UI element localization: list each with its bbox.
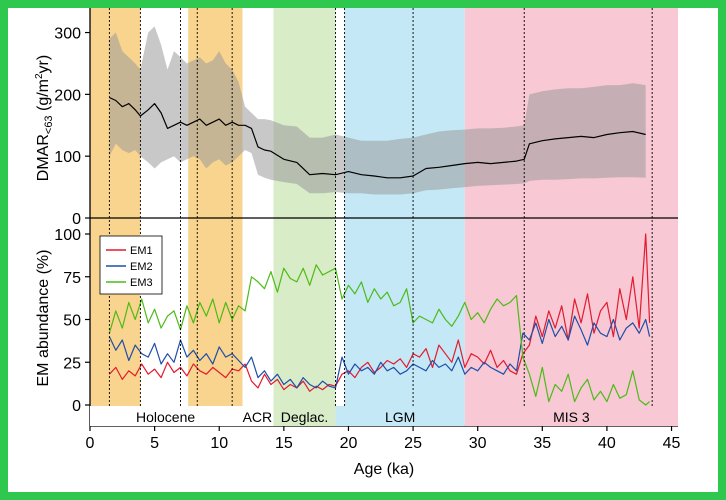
y-tick-label-bottom: 0 (72, 398, 81, 415)
legend-label-em2: EM2 (130, 261, 153, 273)
x-tick-label: 20 (340, 435, 358, 452)
dmar-line (109, 96, 646, 179)
x-tick-label: 45 (663, 435, 681, 452)
x-tick-label: 25 (404, 435, 422, 452)
series-line-em2 (108, 315, 651, 389)
y-axis-label-bottom: EM abundance (%) (35, 250, 52, 387)
period-label: MIS 3 (553, 409, 590, 425)
y-axis-label-top: DMAR<63 (g/m2yr) (34, 55, 55, 181)
uncertainty-band (109, 26, 646, 195)
shaded-band (273, 8, 336, 406)
y-tick-label-bottom: 100 (54, 227, 81, 244)
period-label: Holocene (136, 409, 195, 425)
y-tick-label-top: 100 (54, 149, 81, 166)
x-tick-label: 5 (150, 435, 159, 452)
legend-label-em3: EM3 (130, 277, 153, 289)
period-bar: Holocene ACR Deglac. LGM MIS 3 (90, 406, 678, 426)
shaded-band (464, 8, 678, 406)
legend-label-em1: EM1 (130, 245, 153, 257)
figure-frame: 0 100 200 300 0 25 50 75 100 0 5 10 15 20 25 30 35 40 45 Ag… (8, 8, 718, 492)
period-label: LGM (385, 409, 415, 425)
x-tick-label: 0 (86, 435, 95, 452)
y-tick-label-bottom: 25 (63, 355, 81, 372)
period-cell (273, 406, 336, 426)
period-label: ACR (243, 409, 273, 425)
period-cell (241, 406, 274, 426)
period-cell (335, 406, 465, 426)
legend-box (99, 235, 163, 295)
series-line-em1 (108, 233, 651, 392)
y-tick-label-top: 0 (72, 211, 81, 228)
series-line-em3 (108, 264, 650, 406)
shaded-band (344, 8, 465, 406)
x-axis-label: Age (ka) (354, 461, 414, 478)
period-cell (464, 406, 678, 426)
y-tick-label-bottom: 50 (63, 313, 81, 330)
dmar-uncertainty-band (109, 26, 646, 195)
y-tick-label-bottom: 75 (63, 270, 81, 287)
y-tick-label-top: 200 (54, 87, 81, 104)
x-tick-label: 15 (275, 435, 293, 452)
y-tick-label-top: 300 (54, 26, 81, 43)
x-tick-label: 30 (469, 435, 487, 452)
period-label: Deglac. (281, 409, 328, 425)
x-tick-label: 35 (533, 435, 551, 452)
legend: EM1 EM2 EM3 (99, 235, 163, 295)
x-tick-label: 10 (210, 435, 228, 452)
x-tick-label: 40 (598, 435, 616, 452)
series-lines (108, 96, 651, 406)
period-cell (90, 406, 242, 426)
